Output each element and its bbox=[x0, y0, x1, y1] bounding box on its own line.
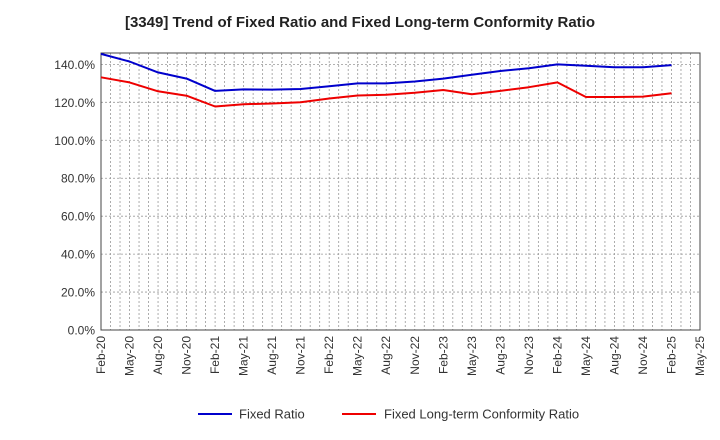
x-tick-label: Aug-21 bbox=[265, 336, 279, 375]
x-tick-label: May-25 bbox=[693, 336, 707, 376]
x-tick-label: May-22 bbox=[351, 336, 365, 376]
series-line bbox=[100, 76, 672, 108]
y-tick-label: 80.0% bbox=[61, 172, 95, 186]
x-tick-label: Feb-25 bbox=[664, 336, 678, 374]
x-tick-label: Nov-21 bbox=[294, 336, 308, 375]
y-tick-label: 60.0% bbox=[61, 210, 95, 224]
x-tick-label: Nov-20 bbox=[180, 336, 194, 375]
y-tick-label: 140.0% bbox=[54, 58, 95, 72]
legend-label: Fixed Long-term Conformity Ratio bbox=[384, 407, 579, 422]
x-tick-label: May-23 bbox=[465, 336, 479, 376]
x-tick-label: May-21 bbox=[237, 336, 251, 376]
x-tick-label: Feb-21 bbox=[208, 336, 222, 374]
x-tick-label: May-24 bbox=[579, 336, 593, 376]
y-tick-label: 0.0% bbox=[68, 324, 96, 338]
x-tick-label: Aug-20 bbox=[151, 336, 165, 375]
chart-title: [3349] Trend of Fixed Ratio and Fixed Lo… bbox=[124, 14, 596, 31]
legend-label: Fixed Ratio bbox=[239, 407, 305, 422]
x-tick-label: May-20 bbox=[123, 336, 137, 376]
x-tick-label: Aug-22 bbox=[379, 336, 393, 375]
x-tick-label: Aug-24 bbox=[607, 336, 621, 375]
series-line bbox=[100, 52, 672, 92]
y-tick-label: 120.0% bbox=[54, 96, 95, 110]
x-tick-label: Feb-24 bbox=[550, 336, 564, 374]
x-tick-label: Nov-22 bbox=[408, 336, 422, 375]
y-tick-label: 40.0% bbox=[61, 248, 95, 262]
x-tick-label: Nov-24 bbox=[636, 336, 650, 375]
x-tick-label: Aug-23 bbox=[493, 336, 507, 375]
y-tick-label: 100.0% bbox=[54, 134, 95, 148]
x-tick-label: Feb-23 bbox=[436, 336, 450, 374]
x-tick-label: Feb-20 bbox=[94, 336, 108, 374]
x-tick-label: Feb-22 bbox=[322, 336, 336, 374]
y-tick-label: 20.0% bbox=[61, 286, 95, 300]
plot-border bbox=[100, 52, 701, 331]
x-tick-label: Nov-23 bbox=[522, 336, 536, 375]
